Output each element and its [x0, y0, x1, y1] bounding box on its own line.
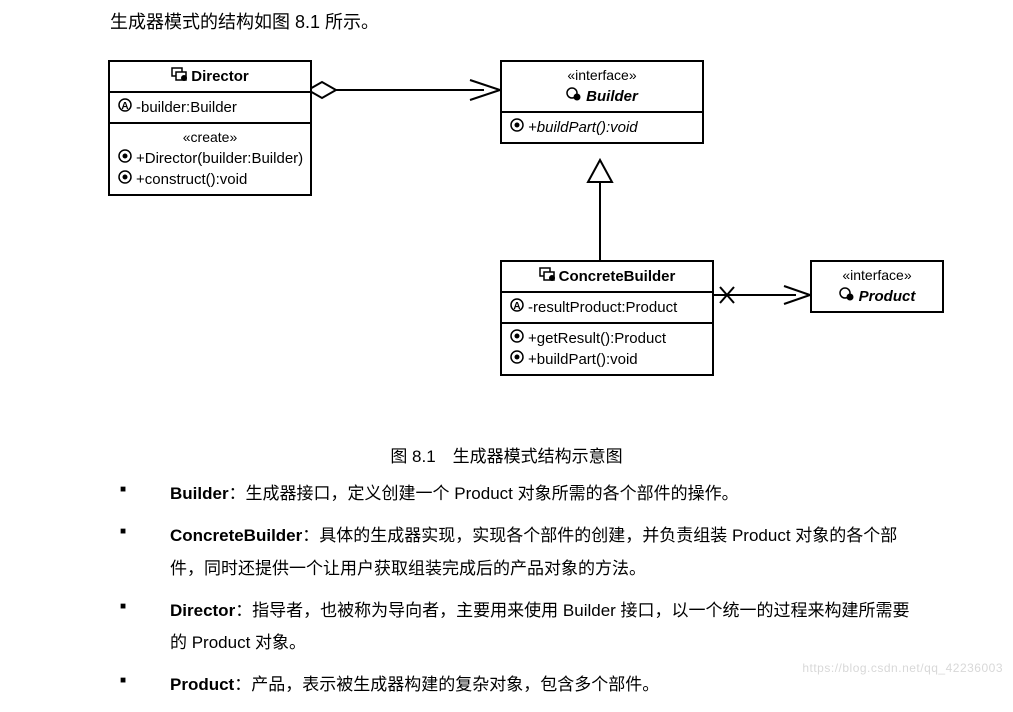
class-icon: [539, 266, 555, 287]
director-attrs: A -builder:Builder: [110, 93, 310, 124]
list-item: Product：产品，表示被生成器构建的复杂对象，包含多个部件。: [120, 669, 920, 701]
op-icon: [118, 169, 132, 190]
watermark-text: https://blog.csdn.net/qq_42236003: [802, 661, 1003, 675]
figure-caption: 图 8.1 生成器模式结构示意图: [0, 442, 1013, 467]
builder-header: «interface» Builder: [502, 62, 702, 113]
term: Director: [170, 601, 235, 620]
director-title: Director: [191, 66, 249, 87]
uml-concrete-builder: ConcreteBuilder A -resultProduct:Product…: [500, 260, 714, 376]
op-icon: [510, 328, 524, 349]
page-root: 生成器模式的结构如图 8.1 所示。: [0, 0, 1013, 681]
product-stereotype: «interface»: [820, 266, 934, 286]
product-title: Product: [859, 286, 916, 307]
svg-text:A: A: [513, 301, 520, 312]
concrete-op-0: +getResult():Product: [528, 328, 666, 349]
uml-builder: «interface» Builder +buildPart():void: [500, 60, 704, 144]
interface-icon: [839, 286, 855, 307]
connector-concrete-builder: [588, 160, 612, 260]
concrete-ops: +getResult():Product +buildPart():void: [502, 324, 712, 374]
attr-icon: A: [118, 97, 132, 118]
term: ConcreteBuilder: [170, 526, 302, 545]
builder-ops: +buildPart():void: [502, 113, 702, 142]
director-ops: «create» +Director(builder:Builder) +con…: [110, 124, 310, 194]
term: Builder: [170, 484, 229, 503]
concrete-title-row: ConcreteBuilder: [502, 262, 712, 293]
intro-text: 生成器模式的结构如图 8.1 所示。: [110, 8, 379, 34]
interface-icon: [566, 86, 582, 107]
director-op-0: +Director(builder:Builder): [136, 148, 303, 169]
concrete-op-1: +buildPart():void: [528, 349, 638, 370]
list-item: Builder：生成器接口，定义创建一个 Product 对象所需的各个部件的操…: [120, 478, 920, 510]
uml-product: «interface» Product: [810, 260, 944, 313]
list-item: ConcreteBuilder：具体的生成器实现，实现各个部件的创建，并负责组装…: [120, 520, 920, 585]
class-icon: [171, 66, 187, 87]
builder-op-0: +buildPart():void: [528, 117, 638, 138]
builder-stereotype: «interface»: [510, 66, 694, 86]
term: Product: [170, 675, 234, 694]
concrete-attr-0: -resultProduct:Product: [528, 297, 677, 318]
connector-concrete-product: [710, 286, 810, 304]
desc: ：产品，表示被生成器构建的复杂对象，包含多个部件。: [234, 675, 659, 694]
desc: ：生成器接口，定义创建一个 Product 对象所需的各个部件的操作。: [229, 484, 739, 503]
op-icon: [118, 148, 132, 169]
uml-director: Director A -builder:Builder «create» +Di…: [108, 60, 312, 196]
desc: ：指导者，也被称为导向者，主要用来使用 Builder 接口，以一个统一的过程来…: [170, 601, 910, 652]
concrete-title: ConcreteBuilder: [559, 266, 676, 287]
svg-text:A: A: [121, 101, 128, 112]
director-ops-stereo: «create»: [118, 128, 302, 148]
builder-title: Builder: [586, 86, 638, 107]
attr-icon: A: [510, 297, 524, 318]
director-op-1: +construct():void: [136, 169, 247, 190]
concrete-attrs: A -resultProduct:Product: [502, 293, 712, 324]
description-list: Builder：生成器接口，定义创建一个 Product 对象所需的各个部件的操…: [120, 478, 920, 712]
op-icon: [510, 349, 524, 370]
director-attr-0: -builder:Builder: [136, 97, 237, 118]
product-header: «interface» Product: [812, 262, 942, 311]
director-title-row: Director: [110, 62, 310, 93]
list-item: Director：指导者，也被称为导向者，主要用来使用 Builder 接口，以…: [120, 595, 920, 660]
connector-director-builder: [308, 80, 500, 100]
op-icon: [510, 117, 524, 138]
